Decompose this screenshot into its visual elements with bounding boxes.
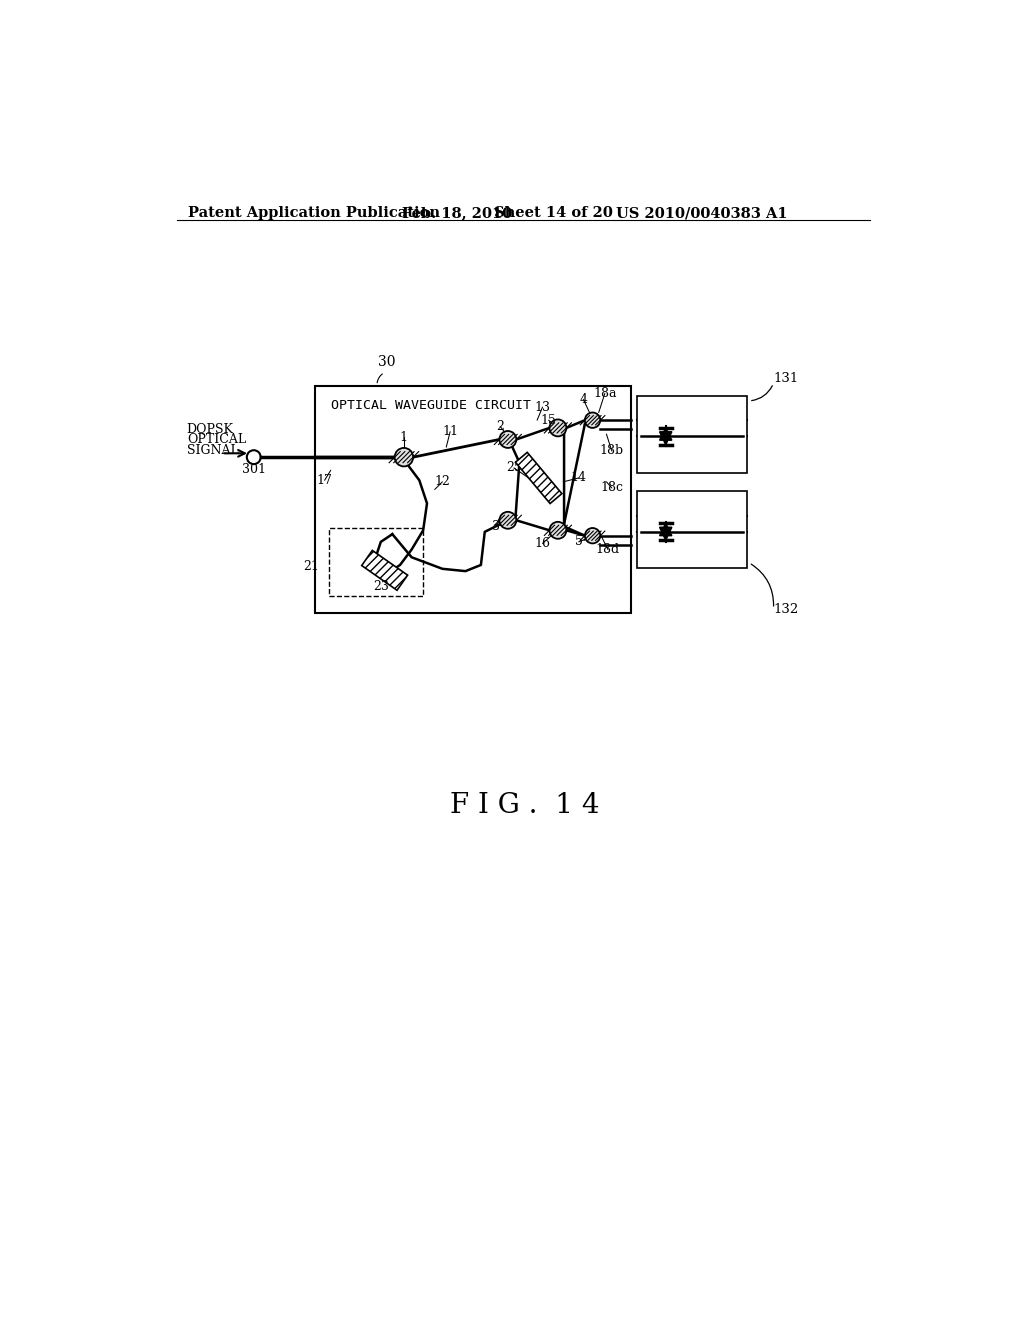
Text: 5: 5 xyxy=(574,536,583,548)
Circle shape xyxy=(585,412,600,428)
Text: 18d: 18d xyxy=(596,543,620,556)
Text: 131: 131 xyxy=(773,372,799,384)
Text: 132: 132 xyxy=(773,603,799,615)
Text: F I G .  1 4: F I G . 1 4 xyxy=(451,792,599,818)
Polygon shape xyxy=(659,432,672,445)
Text: 14: 14 xyxy=(570,471,587,484)
Text: SIGNAL: SIGNAL xyxy=(186,444,239,457)
Circle shape xyxy=(500,512,516,529)
Text: DQPSK: DQPSK xyxy=(186,422,233,436)
Polygon shape xyxy=(659,428,672,441)
Text: 16: 16 xyxy=(535,537,551,550)
Polygon shape xyxy=(659,527,672,540)
Text: 3: 3 xyxy=(493,520,501,533)
Text: US 2010/0040383 A1: US 2010/0040383 A1 xyxy=(615,206,787,220)
Text: 15: 15 xyxy=(541,413,557,426)
Polygon shape xyxy=(515,453,562,503)
Text: 30: 30 xyxy=(378,355,395,370)
Text: Patent Application Publication: Patent Application Publication xyxy=(188,206,440,220)
Polygon shape xyxy=(659,524,672,536)
Text: OPTICAL: OPTICAL xyxy=(186,433,246,446)
Text: 4: 4 xyxy=(580,393,588,407)
Text: 23: 23 xyxy=(373,579,389,593)
Text: 18b: 18b xyxy=(600,445,624,458)
Circle shape xyxy=(550,420,566,437)
Text: 17: 17 xyxy=(316,474,333,487)
Text: OPTICAL WAVEGUIDE CIRCUIT: OPTICAL WAVEGUIDE CIRCUIT xyxy=(331,399,530,412)
Text: 18a: 18a xyxy=(593,387,616,400)
Text: 2: 2 xyxy=(497,420,504,433)
Text: 12: 12 xyxy=(434,475,451,488)
Text: 13: 13 xyxy=(535,400,551,413)
Text: 25: 25 xyxy=(506,462,522,474)
Circle shape xyxy=(247,450,261,465)
Bar xyxy=(315,385,631,612)
Text: 21: 21 xyxy=(303,561,319,573)
Bar xyxy=(637,396,746,473)
Polygon shape xyxy=(361,550,408,590)
Text: Feb. 18, 2010: Feb. 18, 2010 xyxy=(402,206,513,220)
Circle shape xyxy=(550,521,566,539)
Text: 301: 301 xyxy=(242,462,266,475)
Text: Sheet 14 of 20: Sheet 14 of 20 xyxy=(494,206,613,220)
Circle shape xyxy=(585,528,600,544)
Text: 18c: 18c xyxy=(600,482,624,495)
Text: 11: 11 xyxy=(442,425,458,438)
Circle shape xyxy=(394,447,413,466)
Bar xyxy=(330,528,423,595)
Circle shape xyxy=(500,430,516,447)
Bar xyxy=(637,491,746,568)
Text: 1: 1 xyxy=(400,430,408,444)
